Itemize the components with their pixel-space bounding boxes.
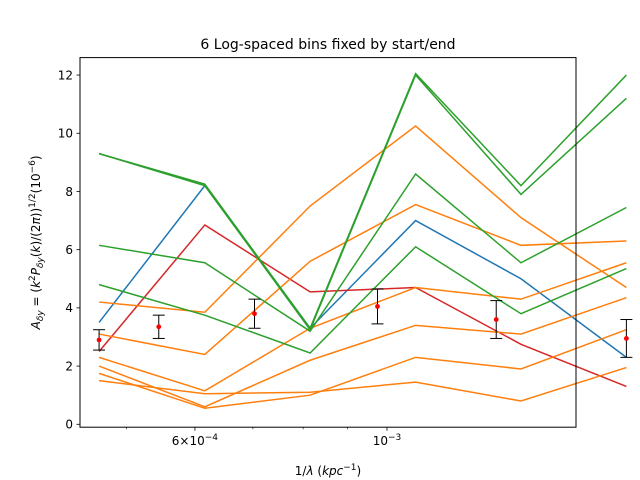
errorbar-1 <box>93 329 106 351</box>
x-tick-label: 6×10−4 <box>172 433 219 448</box>
y-tick-label: 8 <box>65 185 73 199</box>
y-tick-label: 12 <box>58 68 73 82</box>
series-line-4 <box>98 203 627 356</box>
series-line-2 <box>98 223 627 388</box>
errorbar-3 <box>248 298 261 329</box>
series-line-10 <box>98 73 627 332</box>
errorbar-2 <box>152 314 165 339</box>
errorbar-4 <box>371 288 384 325</box>
series-line-5 <box>98 262 627 392</box>
series-line-1 <box>98 184 627 358</box>
y-tick-label: 4 <box>65 301 73 315</box>
y-axis-label: Aδy = (k2Pδy(k)/(2π))1/2(10−6) <box>28 155 46 330</box>
axis-ticks: 0 2 4 6 8 10 12 6×10−4 10−3 <box>58 68 402 448</box>
y-tick-label: 6 <box>65 243 73 257</box>
y-tick-label: 2 <box>65 359 73 373</box>
data-point <box>156 324 162 330</box>
chart-title: 6 Log-spaced bins fixed by start/end <box>200 37 455 53</box>
data-point <box>375 304 380 309</box>
data-point <box>493 317 499 322</box>
plot-area <box>93 72 633 410</box>
y-tick-label: 10 <box>58 127 73 141</box>
series-line-11 <box>98 172 627 333</box>
series-line-6 <box>98 296 627 408</box>
axes-frame <box>79 57 577 428</box>
data-point <box>623 336 629 341</box>
series-line-8 <box>98 366 627 402</box>
y-tick-label: 0 <box>65 418 73 432</box>
series-line-7 <box>98 329 627 410</box>
x-tick-label: 10−3 <box>373 433 402 448</box>
errorbar-6 <box>620 319 633 358</box>
data-point <box>96 337 102 343</box>
errorbar-5 <box>490 300 503 339</box>
data-point <box>252 311 257 317</box>
series-line-12 <box>98 245 627 354</box>
